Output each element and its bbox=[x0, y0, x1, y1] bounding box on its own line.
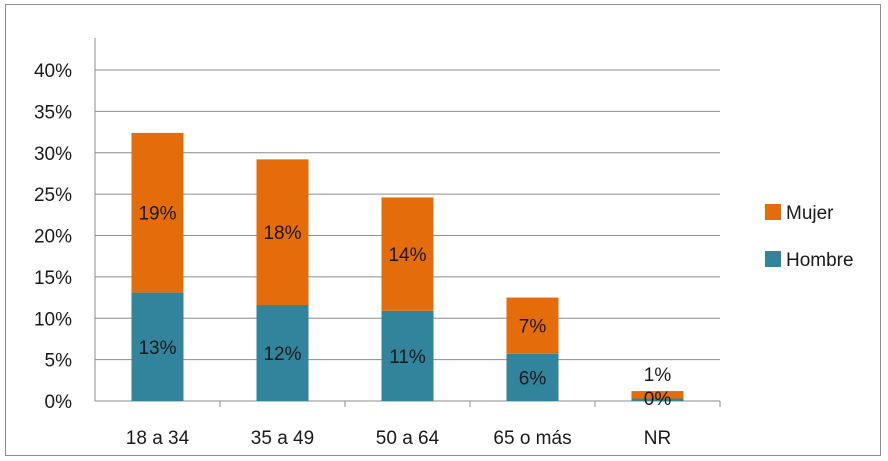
y-tick-label: 0% bbox=[45, 392, 73, 413]
y-tick-label: 5% bbox=[45, 351, 73, 372]
bar-mujer-4 bbox=[631, 391, 684, 399]
bar-mujer-2 bbox=[381, 197, 434, 311]
data-label-mujer: 19% bbox=[138, 204, 176, 225]
x-tick-label: 50 a 64 bbox=[376, 428, 440, 449]
y-tick-label: 10% bbox=[34, 309, 72, 330]
bars: 13% 19% 12% 18% 11% 14% 6% 7% 0% 1% bbox=[131, 132, 684, 410]
data-label-hombre: 6% bbox=[519, 368, 547, 389]
y-axis-tick-labels: 0% 5% 10% 15% 20% 25% 30% 35% 40% bbox=[34, 61, 72, 413]
x-tick-label: 65 o más bbox=[493, 428, 571, 449]
legend-label-hombre: Hombre bbox=[786, 250, 854, 271]
data-label-mujer: 7% bbox=[519, 317, 547, 338]
bar-hombre-4 bbox=[631, 398, 684, 401]
x-tick-label: 35 a 49 bbox=[251, 428, 314, 449]
legend-swatch-hombre bbox=[765, 251, 781, 267]
y-tick-label: 35% bbox=[34, 102, 72, 123]
data-label-mujer: 18% bbox=[263, 223, 301, 244]
data-label-hombre: 11% bbox=[389, 347, 426, 368]
legend-swatch-mujer bbox=[765, 204, 781, 220]
data-label-mujer: 14% bbox=[388, 245, 426, 266]
bar-hombre-1 bbox=[256, 305, 309, 401]
bar-mujer-1 bbox=[256, 159, 309, 306]
legend-label-mujer: Mujer bbox=[786, 203, 834, 224]
data-label-mujer: 1% bbox=[644, 365, 672, 386]
y-tick-label: 40% bbox=[34, 61, 72, 82]
x-tick-label: NR bbox=[644, 428, 671, 449]
data-label-hombre: 13% bbox=[138, 338, 176, 359]
bar-hombre-2 bbox=[381, 310, 434, 401]
bar-hombre-0 bbox=[131, 292, 184, 401]
data-label-hombre: 12% bbox=[263, 344, 301, 365]
bar-hombre-3 bbox=[506, 353, 559, 401]
bar-mujer-3 bbox=[506, 297, 559, 354]
y-tick-label: 20% bbox=[34, 227, 72, 248]
x-tick-label: 18 a 34 bbox=[126, 428, 190, 449]
y-tick-label: 25% bbox=[34, 185, 72, 206]
y-tick-label: 30% bbox=[34, 144, 72, 165]
y-tick-label: 15% bbox=[34, 268, 72, 289]
x-axis-tick-labels: 18 a 34 35 a 49 50 a 64 65 o más NR bbox=[126, 428, 671, 449]
bar-mujer-0 bbox=[131, 132, 184, 293]
data-label-hombre: 0% bbox=[644, 389, 672, 410]
legend: Mujer Hombre bbox=[765, 203, 854, 271]
